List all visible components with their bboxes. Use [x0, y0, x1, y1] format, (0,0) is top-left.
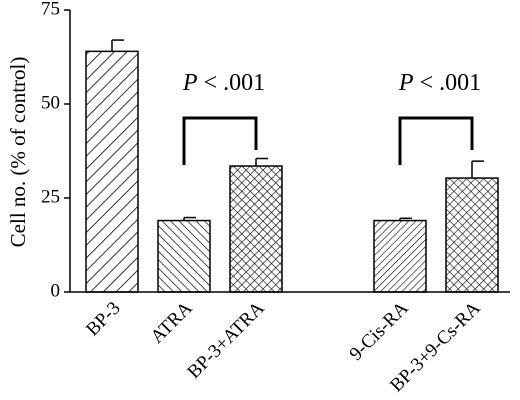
bar — [445, 177, 499, 293]
bracket — [182, 116, 258, 165]
error-bar — [471, 160, 484, 179]
x-tick-label: ATRA — [147, 298, 197, 348]
error-bar — [183, 216, 196, 221]
bar — [373, 219, 427, 293]
y-tick-label: 75 — [41, 0, 60, 19]
x-tick-label: 9-Cis-RA — [346, 298, 413, 365]
annotation: P < .001 — [398, 70, 481, 96]
y-axis-label: Cell no. (% of control) — [6, 57, 30, 248]
annotation-italic: P — [398, 70, 414, 96]
bar — [229, 165, 283, 293]
annotation-text: < .001 — [204, 70, 266, 96]
error-bar — [255, 157, 268, 167]
annotation: P < .001 — [182, 70, 265, 96]
y-tick-label: 0 — [51, 280, 61, 301]
bracket — [398, 116, 474, 165]
bar — [157, 219, 211, 293]
x-tick-label: BP-3 — [82, 298, 124, 340]
y-tick-label: 50 — [41, 92, 60, 113]
error-bar — [111, 39, 124, 52]
y-tick-label: 25 — [41, 186, 60, 207]
x-tick-label: BP-3+ATRA — [183, 298, 268, 383]
annotation-text: < .001 — [420, 70, 482, 96]
error-bar — [399, 217, 412, 221]
annotation-italic: P — [182, 70, 198, 96]
bar — [85, 50, 139, 293]
